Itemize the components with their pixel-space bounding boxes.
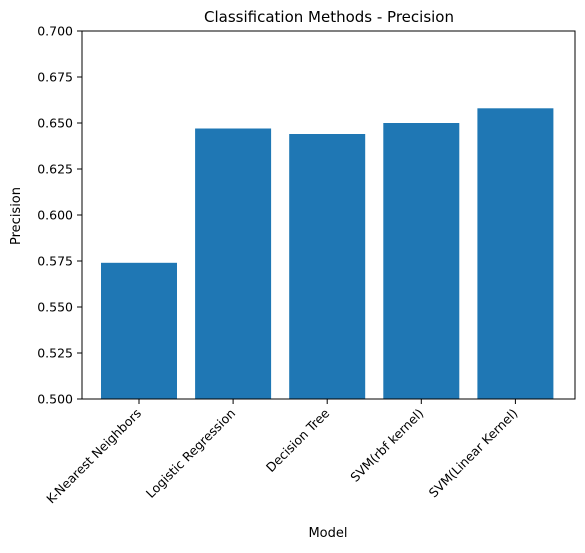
y-tick-label: 0.600 [37,208,73,223]
bars-group [101,108,554,400]
y-tick-label: 0.625 [37,162,73,177]
y-tick-label: 0.550 [37,300,73,315]
y-axis-ticks: 0.500 0.525 0.550 0.575 0.600 0.625 0.650 0.675… [37,24,82,407]
plot-frame [81,30,576,400]
x-tick-label: SVM(rbf kernel) [347,406,426,485]
y-tick-label: 0.700 [37,24,73,39]
bar [195,128,272,399]
bar [101,262,177,399]
y-tick-label: 0.500 [37,392,73,407]
x-axis-label: Model [308,526,347,541]
y-tick-label: 0.675 [37,70,73,85]
y-tick-label: 0.575 [37,254,73,269]
y-axis-label: Precision [9,187,24,245]
x-tick-label: K-Nearest Neighbors [43,406,144,507]
chart-title: Classification Methods - Precision [204,8,454,26]
y-tick-label: 0.525 [37,346,73,361]
x-tick-label: Decision Tree [263,405,333,475]
x-tick-label: SVM(Linear Kernel) [426,406,521,501]
x-tick-label: Logistic Regression [143,406,238,501]
bar [383,123,460,399]
bar [477,108,554,400]
bar [289,134,366,399]
y-tick-label: 0.650 [37,116,73,131]
